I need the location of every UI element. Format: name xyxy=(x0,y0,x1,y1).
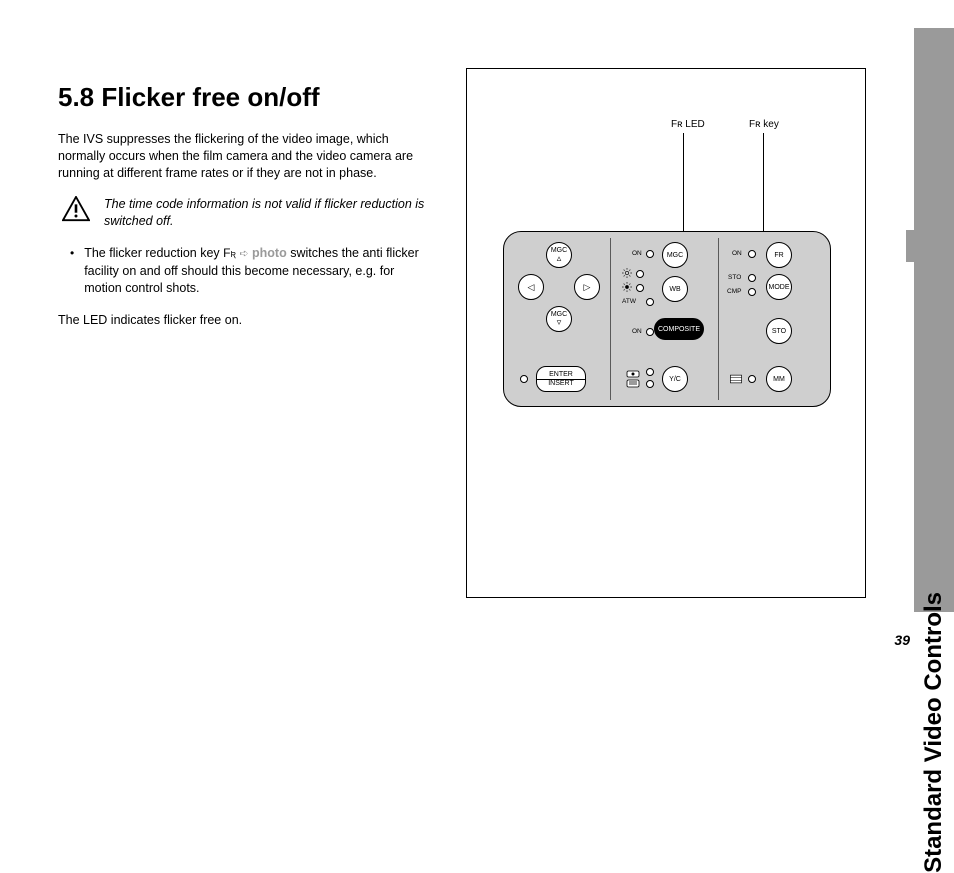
sto-led xyxy=(748,274,756,282)
page-number: 39 xyxy=(894,632,910,648)
mode-button[interactable]: MODE xyxy=(766,274,792,300)
insert-label: INSERT xyxy=(548,380,574,387)
cmp-led xyxy=(748,288,756,296)
mm-label: MM xyxy=(773,376,785,383)
on-label-1: ON xyxy=(632,250,642,257)
mm-rect-icon xyxy=(730,374,742,384)
sun-led-1 xyxy=(636,270,644,278)
mgc-down-button[interactable]: MGC ▿ xyxy=(546,306,572,332)
sun-icon-1 xyxy=(622,268,632,278)
composite-label: COMPOSITE xyxy=(658,326,700,333)
mgc-button[interactable]: MGC xyxy=(662,242,688,268)
intro-paragraph: The IVS suppresses the flickering of the… xyxy=(58,131,428,182)
triangle-left-icon: ◁ xyxy=(528,282,535,293)
wb-label: WB xyxy=(669,286,680,293)
on-label-3: ON xyxy=(732,250,742,257)
triangle-up-icon: ▵ xyxy=(557,254,562,263)
enter-insert-button[interactable]: ENTER INSERT xyxy=(536,366,586,392)
callout-fr-led: Fʀ LED xyxy=(671,119,705,130)
mm-button[interactable]: MM xyxy=(766,366,792,392)
fr-key-label: Fʀ xyxy=(223,246,236,260)
left-arrow-button[interactable]: ◁ xyxy=(518,274,544,300)
sto-label: STO xyxy=(728,274,741,281)
warning-icon xyxy=(62,196,90,222)
panel-divider-2 xyxy=(718,238,719,400)
triangle-down-icon: ▿ xyxy=(557,318,562,327)
figure-box: Fʀ LED Fʀ key MGC ▵ ◁ ▷ MGC ▿ ENTER INSE… xyxy=(466,68,866,598)
atw-label: ATW xyxy=(622,298,636,305)
sto-btn-label: STO xyxy=(772,328,786,335)
control-panel: MGC ▵ ◁ ▷ MGC ▿ ENTER INSERT ON xyxy=(503,231,831,407)
enter-label: ENTER xyxy=(537,371,585,380)
yc-icons xyxy=(626,370,640,388)
closing-paragraph: The LED indicates flicker free on. xyxy=(58,312,428,329)
mgc-led xyxy=(646,250,654,258)
right-arrow-button[interactable]: ▷ xyxy=(574,274,600,300)
photo-keyword: photo xyxy=(252,246,287,260)
atw-led xyxy=(646,298,654,306)
cmp-label: CMP xyxy=(727,288,741,295)
sidebar-label: Standard Video Controls xyxy=(920,592,948,873)
wb-button[interactable]: WB xyxy=(662,276,688,302)
callout-line-key xyxy=(763,133,764,247)
warning-row: The time code information is not valid i… xyxy=(62,196,428,230)
fr-led xyxy=(748,250,756,258)
mm-led xyxy=(748,375,756,383)
yc-button[interactable]: Y/C xyxy=(662,366,688,392)
callout-fr-key: Fʀ key xyxy=(749,119,779,130)
bullet-row: • The flicker reduction key Fʀ ➪ photo s… xyxy=(70,245,428,298)
text-column: 5.8 Flicker free on/off The IVS suppress… xyxy=(58,82,428,343)
mode-label: MODE xyxy=(769,284,790,291)
sidebar-notch xyxy=(906,230,914,262)
composite-button[interactable]: COMPOSITE xyxy=(654,318,704,340)
yc-led-2 xyxy=(646,380,654,388)
sun-icon-2 xyxy=(622,282,632,292)
sidebar-tab: Standard Video Controls xyxy=(914,28,954,612)
section-title: 5.8 Flicker free on/off xyxy=(58,82,428,113)
fr-button[interactable]: FR xyxy=(766,242,792,268)
enter-led xyxy=(520,375,528,383)
triangle-right-icon: ▷ xyxy=(584,282,591,293)
on-label-2: ON xyxy=(632,328,642,335)
mgc-up-button[interactable]: MGC ▵ xyxy=(546,242,572,268)
warning-text: The time code information is not valid i… xyxy=(104,196,428,230)
composite-led xyxy=(646,328,654,336)
bullet-pre: The flicker reduction key xyxy=(84,246,223,260)
fr-label: FR xyxy=(774,252,783,259)
bullet-text: The flicker reduction key Fʀ ➪ photo swi… xyxy=(84,245,428,298)
bullet-dot: • xyxy=(70,245,74,298)
arrow-glyph: ➪ xyxy=(239,248,248,260)
mgc-label: MGC xyxy=(667,252,683,259)
yc-label: Y/C xyxy=(669,376,681,383)
panel-divider-1 xyxy=(610,238,611,400)
yc-led-1 xyxy=(646,368,654,376)
sun-led-2 xyxy=(636,284,644,292)
sto-button[interactable]: STO xyxy=(766,318,792,344)
